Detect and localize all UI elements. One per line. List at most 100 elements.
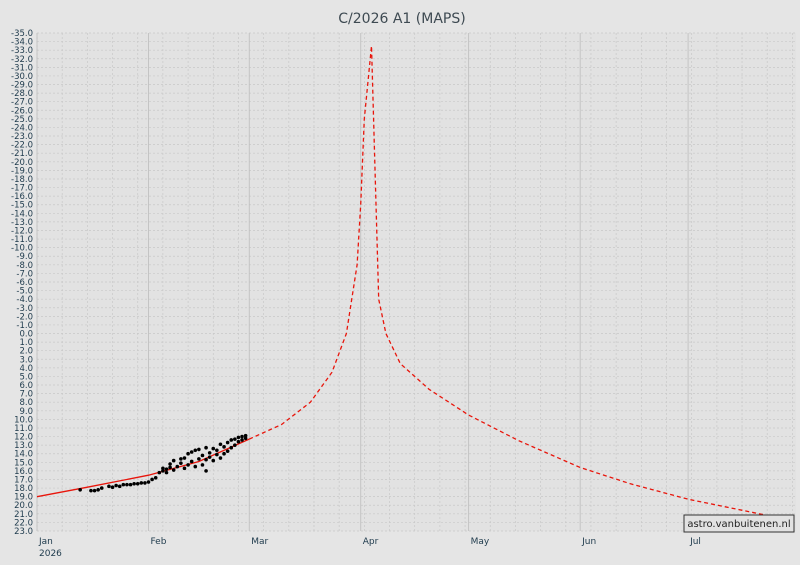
y-tick-label: 13.0 — [14, 441, 33, 451]
observation-point — [175, 464, 180, 469]
observation-point — [153, 475, 158, 480]
observation-point — [225, 449, 230, 453]
y-tick-label: 3.0 — [19, 355, 33, 365]
observation-point — [236, 435, 241, 440]
y-tick-label: 17.0 — [14, 475, 33, 485]
year-label: 2026 — [39, 549, 62, 559]
observation-point — [229, 438, 234, 442]
y-tick-label: -10.0 — [11, 244, 33, 254]
y-tick-label: -18.0 — [11, 175, 33, 185]
observation-point — [204, 469, 208, 473]
observation-point — [139, 481, 144, 485]
y-tick-label: -5.0 — [16, 287, 33, 297]
observation-point — [193, 464, 198, 469]
y-tick-label: -2.0 — [16, 312, 33, 322]
observation-point — [179, 461, 183, 465]
y-tick-label: 16.0 — [14, 467, 33, 477]
y-tick-label: -21.0 — [11, 149, 33, 159]
y-tick-label: -35.0 — [11, 29, 33, 39]
y-tick-label: -19.0 — [11, 166, 33, 176]
y-tick-label: 19.0 — [14, 493, 33, 503]
y-tick-label: 1.0 — [19, 338, 33, 348]
x-tick-label: May — [471, 537, 490, 547]
y-tick-label: -29.0 — [11, 81, 33, 91]
observation-point — [215, 448, 219, 453]
chart-title: C/2026 A1 (MAPS) — [338, 11, 465, 27]
observation-point — [186, 451, 190, 456]
y-tick-label: -22.0 — [11, 141, 33, 151]
credit-border — [683, 514, 795, 533]
grid-lines — [36, 32, 796, 532]
y-tick-label: 11.0 — [14, 424, 33, 434]
x-tick-label: Apr — [363, 537, 379, 547]
y-tick-label: 10.0 — [14, 415, 33, 425]
observation-point — [211, 458, 216, 463]
observation-point — [197, 457, 201, 461]
y-tick-label: 15.0 — [14, 458, 33, 468]
x-tick-label: Jan — [38, 537, 53, 547]
y-tick-label: -15.0 — [11, 201, 33, 211]
observation-point — [207, 455, 212, 459]
observation-point — [110, 485, 115, 490]
observation-point — [218, 456, 223, 460]
y-tick-label: -9.0 — [16, 252, 33, 262]
y-tick-label: -32.0 — [11, 55, 33, 65]
observation-point — [164, 470, 169, 475]
y-tick-label: -28.0 — [11, 89, 33, 99]
y-tick-label: -17.0 — [11, 184, 33, 194]
y-tick-label: -20.0 — [11, 158, 33, 168]
series-layer — [36, 45, 789, 521]
y-tick-label: -3.0 — [16, 304, 33, 314]
y-tick-label: -25.0 — [11, 115, 33, 125]
observation-point — [207, 451, 212, 455]
y-tick-label: -24.0 — [11, 123, 33, 133]
observation-point — [128, 482, 133, 487]
y-tick-label: 12.0 — [14, 433, 33, 443]
observation-point — [92, 488, 97, 493]
observation-point — [233, 443, 237, 447]
y-tick-label: 6.0 — [19, 381, 33, 391]
observation-point — [132, 481, 136, 486]
y-tick-label: -4.0 — [16, 295, 33, 305]
x-tick-label: Feb — [151, 537, 167, 547]
observation-point — [89, 488, 93, 493]
y-tick-label: -12.0 — [11, 226, 33, 236]
observation-point — [168, 462, 172, 466]
y-tick-label: -16.0 — [11, 192, 33, 202]
y-tick-label: -6.0 — [16, 278, 33, 288]
credit-label: astro.vanbuitenen.nl — [687, 519, 790, 530]
observation-point — [193, 448, 198, 453]
observation-point — [135, 481, 140, 486]
observation-point — [78, 487, 82, 492]
y-tick-label: -7.0 — [16, 269, 33, 279]
observation-point — [171, 458, 176, 463]
y-tick-label: 7.0 — [19, 390, 33, 400]
x-tick-label: Mar — [251, 537, 268, 547]
y-tick-label: -26.0 — [11, 106, 33, 116]
y-tick-label: -30.0 — [11, 72, 33, 82]
observation-point — [218, 442, 223, 447]
observation-point — [215, 452, 219, 457]
observation-point — [179, 457, 183, 461]
y-tick-label: 18.0 — [14, 484, 33, 494]
observation-point — [182, 466, 187, 471]
y-tick-label: -34.0 — [11, 38, 33, 48]
observation-point — [161, 466, 165, 471]
observation-point — [107, 484, 111, 489]
observation-point — [243, 436, 248, 441]
observation-point — [121, 482, 126, 487]
observation-point — [211, 446, 216, 451]
y-tick-label: -14.0 — [11, 209, 33, 219]
observation-point — [146, 480, 151, 484]
y-tick-label: -1.0 — [16, 321, 33, 331]
observation-point — [186, 463, 190, 467]
observation-point — [204, 445, 208, 450]
observation-point — [182, 456, 187, 460]
observation-point — [225, 440, 230, 445]
observation-point — [222, 451, 226, 456]
y-tick-label: 22.0 — [14, 518, 33, 528]
observation-point — [125, 482, 129, 487]
y-tick-label: 14.0 — [14, 450, 33, 460]
y-tick-label: -8.0 — [16, 261, 33, 271]
x-tick-label: Jul — [689, 537, 701, 547]
